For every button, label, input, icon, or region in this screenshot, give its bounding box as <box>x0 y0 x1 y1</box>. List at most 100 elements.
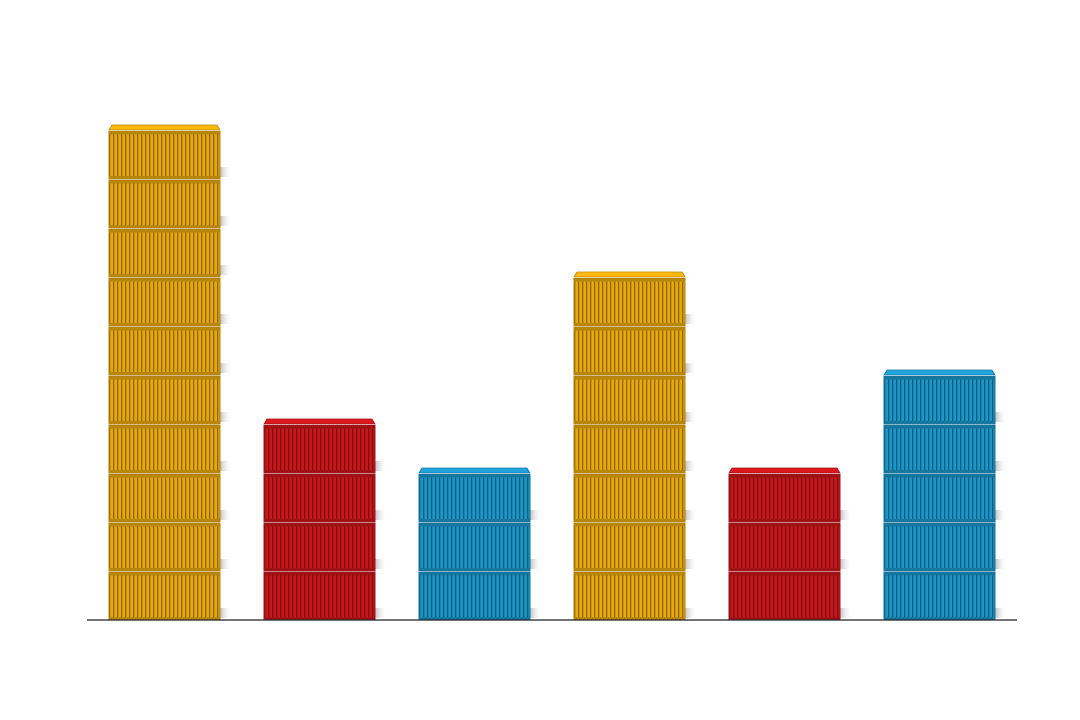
bar <box>263 418 387 620</box>
container-shadow <box>684 510 697 520</box>
container-rail <box>574 327 685 331</box>
container-shadow <box>219 559 232 569</box>
container <box>573 327 686 376</box>
container-roof <box>108 124 221 131</box>
container <box>108 327 221 376</box>
container-shadow <box>994 559 1007 569</box>
container-rail <box>109 376 220 380</box>
container-shadow <box>374 461 387 471</box>
container-rail <box>264 523 375 527</box>
container <box>883 425 996 474</box>
container-rail <box>574 421 685 424</box>
container-rail <box>574 425 685 429</box>
container <box>573 376 686 425</box>
container-rail <box>109 523 220 527</box>
container-rail <box>264 617 375 620</box>
container <box>108 425 221 474</box>
container-rail <box>109 470 220 473</box>
container-rail <box>109 568 220 571</box>
container-rail <box>109 131 220 135</box>
container-rail <box>574 568 685 571</box>
container-shadow <box>529 608 542 618</box>
container-shadow <box>374 559 387 569</box>
container-rail <box>264 470 375 473</box>
container-shadow <box>994 510 1007 520</box>
container-rail <box>109 274 220 277</box>
container <box>108 376 221 425</box>
container-rail <box>729 568 840 571</box>
container-roof <box>573 271 686 278</box>
container <box>263 474 376 523</box>
container <box>418 572 531 620</box>
bar <box>728 467 852 620</box>
container-rail <box>884 519 995 522</box>
container-rail <box>884 568 995 571</box>
container-rail <box>574 572 685 576</box>
container <box>263 425 376 474</box>
container-rail <box>419 474 530 478</box>
container <box>418 523 531 572</box>
container-shadow <box>994 461 1007 471</box>
container-rail <box>884 470 995 473</box>
container-shadow <box>219 167 232 177</box>
container-shadow <box>994 608 1007 618</box>
container-shadow <box>839 608 852 618</box>
container <box>883 523 996 572</box>
container <box>108 523 221 572</box>
container-shadow <box>839 559 852 569</box>
container-shadow <box>219 608 232 618</box>
container <box>108 278 221 327</box>
bar <box>573 271 697 620</box>
container <box>108 229 221 278</box>
container-shadow <box>994 412 1007 422</box>
container-shadow <box>219 265 232 275</box>
container <box>883 572 996 620</box>
container-rail <box>729 617 840 620</box>
container <box>573 572 686 620</box>
bar <box>108 124 232 620</box>
container-rail <box>884 425 995 429</box>
container-shadow <box>839 510 852 520</box>
container-rail <box>419 568 530 571</box>
container-rail <box>884 474 995 478</box>
container-rail <box>884 572 995 576</box>
container-rail <box>574 323 685 326</box>
container-rail <box>419 617 530 620</box>
container-rail <box>419 572 530 576</box>
container <box>263 572 376 620</box>
container-rail <box>574 376 685 380</box>
container-rail <box>109 372 220 375</box>
container-rail <box>574 617 685 620</box>
container-roof <box>418 467 531 474</box>
container-rail <box>109 425 220 429</box>
container-rail <box>884 376 995 380</box>
container-rail <box>264 568 375 571</box>
container-rail <box>419 523 530 527</box>
container-rail <box>109 327 220 331</box>
bar <box>883 369 1007 620</box>
container <box>573 474 686 523</box>
container <box>108 180 221 229</box>
container-shadow <box>219 510 232 520</box>
container-rail <box>729 523 840 527</box>
container-roof <box>728 467 841 474</box>
container-rail <box>729 572 840 576</box>
container-shadow <box>684 314 697 324</box>
container <box>573 523 686 572</box>
container <box>883 376 996 425</box>
container-rail <box>109 572 220 576</box>
container-shadow <box>374 608 387 618</box>
container-rail <box>574 278 685 282</box>
container-shadow <box>219 216 232 226</box>
container-shadow <box>684 461 697 471</box>
container-rail <box>109 519 220 522</box>
container-rail <box>109 229 220 233</box>
container-rail <box>574 523 685 527</box>
container-rail <box>109 323 220 326</box>
container-shadow <box>529 510 542 520</box>
container <box>573 425 686 474</box>
container-rail <box>729 474 840 478</box>
container-rail <box>574 372 685 375</box>
